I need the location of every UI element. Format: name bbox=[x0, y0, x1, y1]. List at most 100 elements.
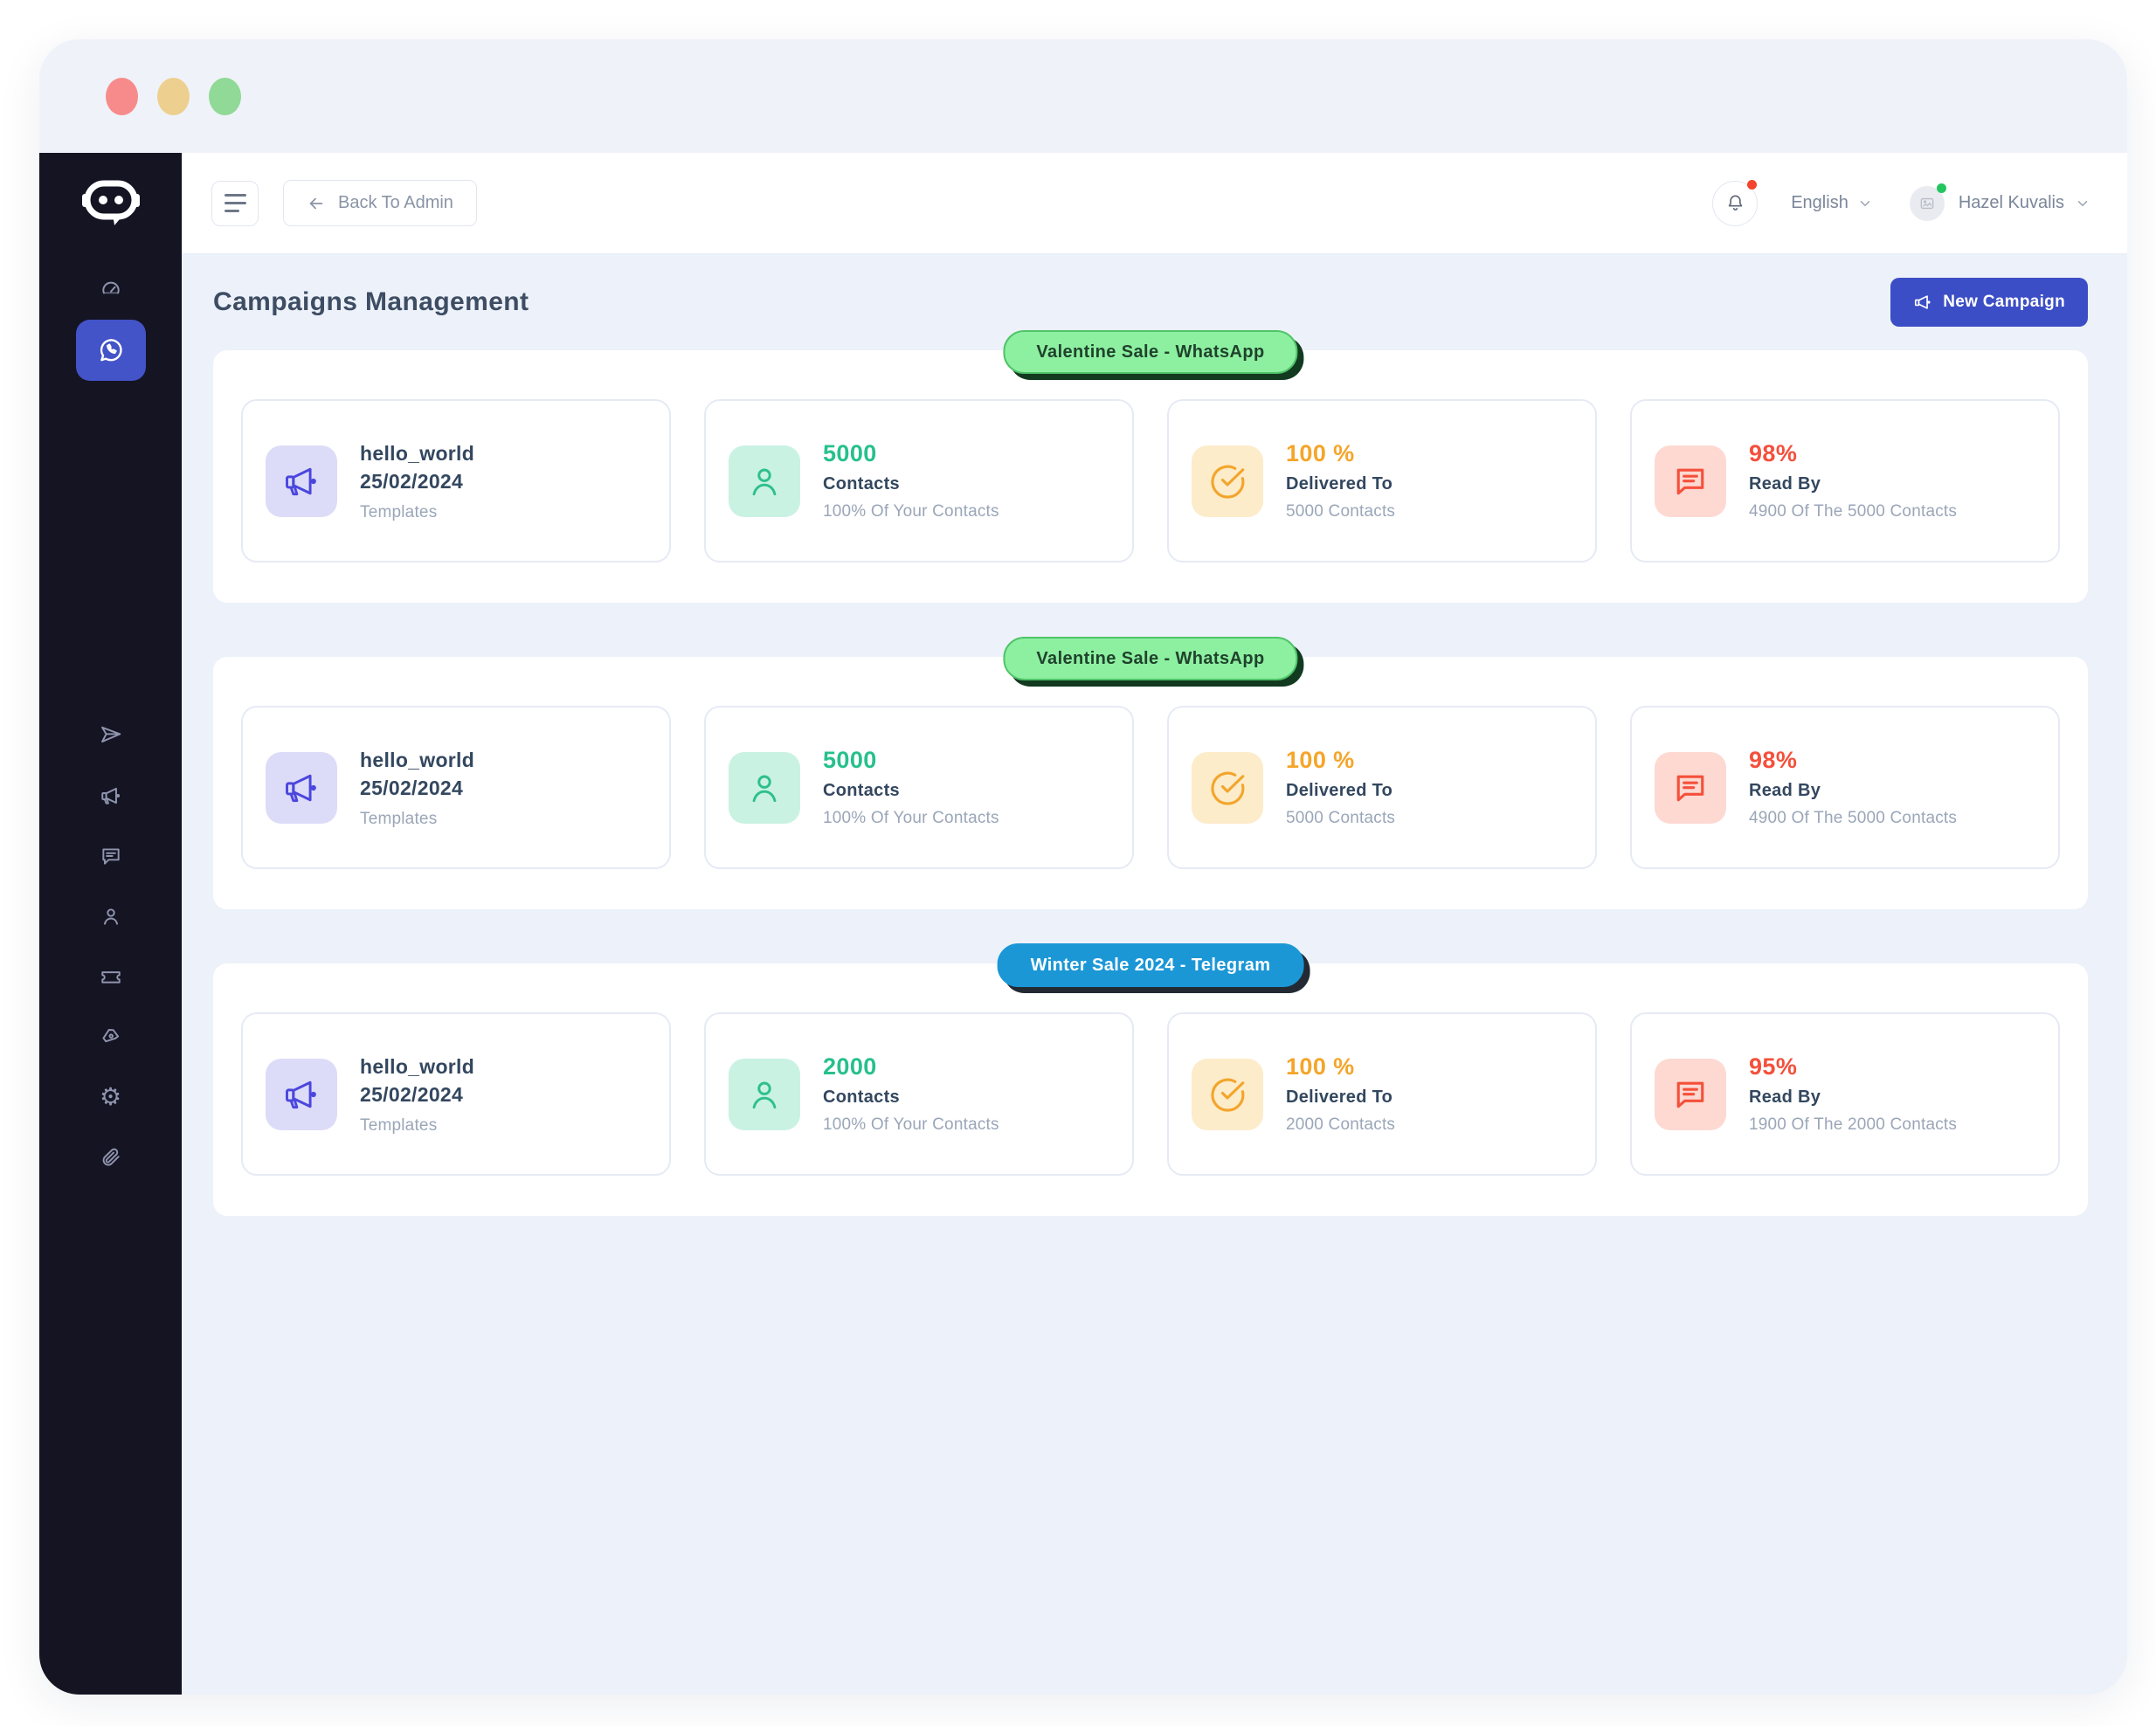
template-name: hello_world bbox=[360, 441, 475, 465]
user-icon bbox=[752, 775, 777, 802]
delivered-label: Delivered To bbox=[1286, 781, 1393, 800]
campaign-badge[interactable]: Valentine Sale - WhatsApp bbox=[1003, 637, 1298, 680]
delivered-card: 100 % Delivered To 5000 Contacts bbox=[1167, 706, 1597, 869]
campaign-section: Valentine Sale - WhatsApp hello_world 25… bbox=[213, 330, 2088, 603]
read-caption: 4900 Of The 5000 Contacts bbox=[1749, 502, 1958, 521]
chevron-down-icon bbox=[1860, 200, 1870, 206]
campaign-badge[interactable]: Winter Sale 2024 - Telegram bbox=[997, 943, 1304, 987]
read-percent: 98% bbox=[1749, 440, 1798, 466]
robot-logo-icon bbox=[81, 180, 140, 225]
template-caption: Templates bbox=[360, 1116, 438, 1136]
main-content: Campaigns Management New Campaign Valent… bbox=[182, 254, 2127, 1695]
chat-bubble-icon bbox=[1676, 1081, 1704, 1108]
close-window-dot[interactable] bbox=[106, 77, 138, 115]
sidebar-icon-group: ⚙ bbox=[100, 724, 122, 1169]
sidebar-item-messages[interactable] bbox=[100, 845, 122, 867]
delivered-label: Delivered To bbox=[1286, 474, 1393, 494]
new-campaign-button[interactable]: New Campaign bbox=[1890, 278, 2088, 327]
read-label: Read By bbox=[1749, 1087, 1821, 1107]
contacts-icon bbox=[103, 908, 118, 925]
campaign-template-card: hello_world 25/02/2024 Templates bbox=[241, 399, 671, 563]
megaphone-icon bbox=[1915, 295, 1931, 309]
chat-icon bbox=[101, 848, 120, 865]
read-caption: 1900 Of The 2000 Contacts bbox=[1749, 1115, 1958, 1134]
send-icon bbox=[100, 726, 121, 743]
back-to-admin-button[interactable]: Back To Admin bbox=[283, 180, 477, 226]
ticket-icon bbox=[100, 971, 121, 984]
campaign-date: 25/02/2024 bbox=[360, 777, 464, 799]
minimize-window-dot[interactable] bbox=[157, 77, 190, 115]
read-percent: 98% bbox=[1749, 747, 1798, 773]
read-label: Read By bbox=[1749, 781, 1821, 800]
sidebar-item-attachments[interactable] bbox=[100, 1146, 122, 1169]
user-menu[interactable]: Hazel Kuvalis bbox=[1959, 193, 2090, 213]
sidebar-item-tickets[interactable] bbox=[100, 965, 122, 988]
check-circle-icon bbox=[1211, 465, 1245, 499]
contacts-caption: 100% Of Your Contacts bbox=[823, 809, 999, 827]
arrow-left-icon bbox=[309, 197, 323, 209]
megaphone-icon bbox=[286, 1080, 316, 1108]
sidebar-item-campaigns[interactable] bbox=[100, 784, 122, 807]
user-icon bbox=[752, 1081, 777, 1108]
megaphone-icon bbox=[100, 787, 120, 804]
back-to-admin-label: Back To Admin bbox=[338, 193, 453, 212]
whatsapp-icon bbox=[100, 339, 122, 362]
template-name: hello_world bbox=[360, 1054, 475, 1078]
maximize-window-dot[interactable] bbox=[209, 77, 241, 115]
contacts-card: 2000 Contacts 100% Of Your Contacts bbox=[704, 1012, 1134, 1176]
campaign-date: 25/02/2024 bbox=[360, 1083, 464, 1106]
delivered-card: 100 % Delivered To 5000 Contacts bbox=[1167, 399, 1597, 563]
read-card: 98% Read By 4900 Of The 5000 Contacts bbox=[1630, 706, 2060, 869]
contacts-count: 2000 bbox=[823, 1053, 877, 1080]
contacts-caption: 100% Of Your Contacts bbox=[823, 502, 999, 521]
delivered-label: Delivered To bbox=[1286, 1087, 1393, 1107]
page-title: Campaigns Management bbox=[213, 287, 529, 316]
sidebar-item-contacts[interactable] bbox=[100, 905, 122, 928]
sidebar-item-settings[interactable]: ⚙ bbox=[100, 1085, 122, 1109]
contacts-label: Contacts bbox=[823, 781, 900, 800]
pen-icon bbox=[101, 1029, 119, 1043]
language-selector[interactable]: English bbox=[1791, 193, 1873, 213]
top-header: Back To Admin English bbox=[182, 153, 2127, 254]
contacts-caption: 100% Of Your Contacts bbox=[823, 1115, 999, 1134]
read-card: 98% Read By 4900 Of The 5000 Contacts bbox=[1630, 399, 2060, 563]
contacts-label: Contacts bbox=[823, 1087, 900, 1107]
sidebar-item-whatsapp[interactable] bbox=[75, 320, 146, 381]
sidebar-toggle-button[interactable] bbox=[211, 180, 259, 226]
new-campaign-label: New Campaign bbox=[1943, 293, 2065, 311]
chat-bubble-icon bbox=[1676, 775, 1704, 801]
contacts-count: 5000 bbox=[823, 440, 877, 466]
chevron-down-icon bbox=[2077, 200, 2088, 206]
delivered-percent: 100 % bbox=[1286, 440, 1355, 466]
dashboard-gauge-icon bbox=[101, 281, 120, 294]
user-name-label: Hazel Kuvalis bbox=[1958, 193, 2064, 212]
read-percent: 95% bbox=[1749, 1053, 1798, 1080]
delivered-card: 100 % Delivered To 2000 Contacts bbox=[1167, 1012, 1597, 1176]
delivered-caption: 2000 Contacts bbox=[1286, 1115, 1396, 1134]
contacts-label: Contacts bbox=[823, 474, 900, 494]
sidebar-item-dashboard[interactable] bbox=[100, 278, 122, 300]
delivered-percent: 100 % bbox=[1286, 1053, 1355, 1080]
check-circle-icon bbox=[1211, 771, 1245, 805]
delivered-percent: 100 % bbox=[1286, 747, 1355, 773]
online-status-dot bbox=[1936, 183, 1946, 193]
campaign-template-card: hello_world 25/02/2024 Templates bbox=[241, 1012, 671, 1176]
template-caption: Templates bbox=[360, 810, 438, 829]
notifications-button[interactable] bbox=[1712, 179, 1759, 226]
sidebar-item-design[interactable] bbox=[100, 1025, 122, 1048]
campaign-badge[interactable]: Valentine Sale - WhatsApp bbox=[1003, 330, 1298, 374]
chat-bubble-icon bbox=[1676, 468, 1704, 494]
campaign-section: Valentine Sale - WhatsApp hello_world 25… bbox=[213, 637, 2088, 909]
sidebar-item-send[interactable] bbox=[100, 724, 122, 747]
app-logo[interactable] bbox=[39, 153, 182, 253]
contacts-count: 5000 bbox=[823, 747, 877, 773]
template-caption: Templates bbox=[360, 503, 438, 522]
hamburger-icon bbox=[225, 194, 246, 197]
megaphone-icon bbox=[286, 774, 316, 802]
delivered-caption: 5000 Contacts bbox=[1286, 502, 1396, 521]
user-avatar[interactable] bbox=[1909, 183, 1946, 221]
language-label: English bbox=[1791, 193, 1848, 212]
sidebar: ⚙ bbox=[39, 153, 182, 1695]
notification-badge-dot bbox=[1747, 179, 1758, 190]
window-titlebar bbox=[39, 39, 2127, 153]
